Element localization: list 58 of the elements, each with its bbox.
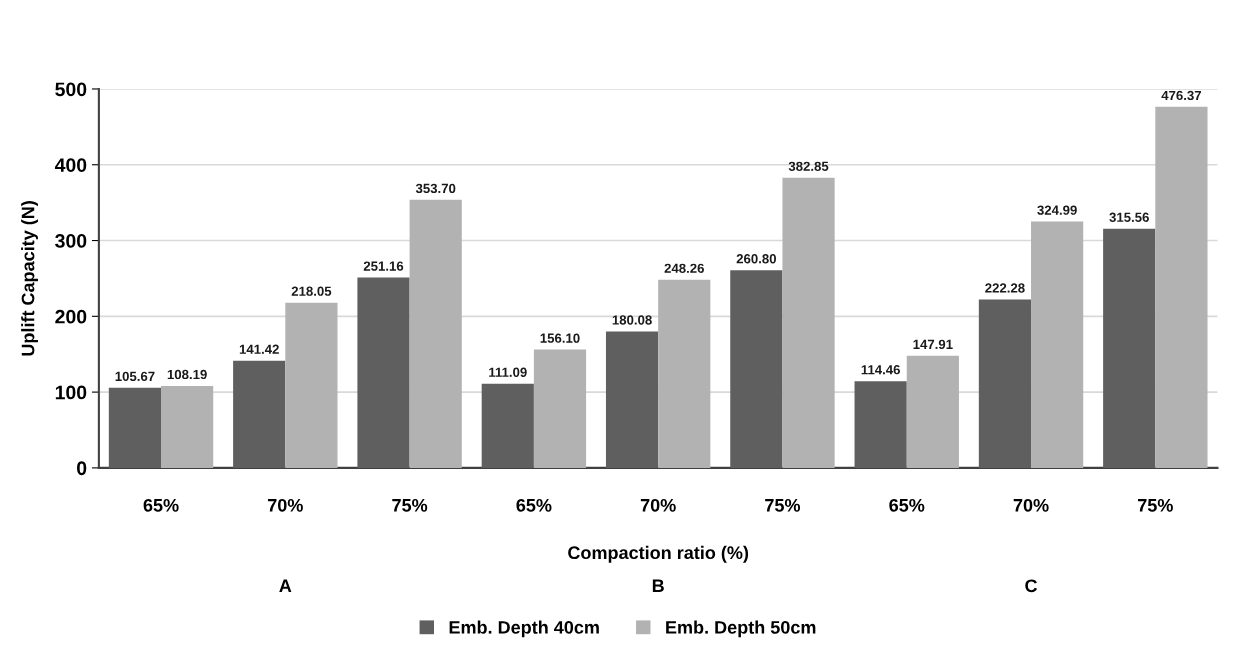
x-axis-title: Compaction ratio (%) [568, 545, 749, 563]
data-label: 476.37 [1161, 90, 1202, 101]
bar [658, 279, 711, 468]
x-tick-label: 70% [1013, 498, 1049, 512]
y-tick-label: 200 [55, 309, 87, 324]
text: B [652, 579, 664, 592]
y-tick-label: 100 [55, 385, 87, 400]
bar [906, 355, 959, 468]
text: C [1025, 579, 1038, 593]
data-label: 222.28 [985, 283, 1025, 293]
data-label: 248.26 [664, 263, 704, 273]
legend-label: Emb. Depth 40cm [449, 620, 599, 638]
data-label: 218.05 [291, 286, 332, 296]
bar [854, 381, 907, 468]
bar [108, 387, 162, 468]
data-label: 147.91 [913, 339, 953, 350]
bar [1103, 228, 1156, 468]
data-label: 324.99 [1037, 205, 1077, 215]
x-tick-label: 65% [889, 498, 925, 512]
y-tick-label: 0 [77, 461, 87, 476]
data-label: 260.80 [736, 254, 776, 264]
data-label: 156.10 [540, 333, 580, 343]
bar [285, 302, 338, 468]
bar [605, 331, 659, 468]
bar [730, 270, 783, 468]
data-label: 111.09 [489, 367, 527, 377]
bar [161, 385, 214, 468]
bar [782, 177, 835, 468]
data-label: 382.85 [788, 161, 829, 171]
data-label: 315.56 [1109, 212, 1149, 222]
legend-label: Emb. Depth 50cm [666, 620, 816, 638]
x-tick-label: 75% [1138, 498, 1173, 512]
x-tick-label: 70% [640, 498, 676, 512]
x-tick-label: 65% [143, 498, 179, 512]
data-label: 108.19 [167, 369, 207, 380]
bar [481, 383, 534, 468]
data-label: 180.08 [612, 315, 652, 325]
bar [233, 360, 286, 468]
x-tick-label: 70% [268, 498, 303, 512]
data-label: 251.16 [363, 261, 404, 271]
bar [533, 349, 587, 468]
bar [1155, 106, 1208, 468]
y-tick-label: 500 [55, 82, 87, 97]
x-tick-label: 75% [765, 498, 801, 512]
bar [1031, 221, 1084, 468]
y-tick-label: 400 [54, 158, 87, 172]
bar [409, 199, 462, 468]
x-tick-label: 65% [516, 498, 552, 512]
bar [978, 299, 1032, 468]
bar [357, 277, 410, 468]
data-label: 141.42 [239, 344, 279, 354]
y-axis-title: Uplift Capacity (N) [21, 201, 38, 356]
y-tick-label: 300 [55, 234, 87, 248]
data-label: 114.46 [861, 365, 900, 375]
text: A [279, 579, 292, 592]
data-label: 353.70 [415, 183, 456, 194]
data-label: 105.67 [115, 371, 155, 382]
x-tick-label: 75% [392, 498, 428, 512]
